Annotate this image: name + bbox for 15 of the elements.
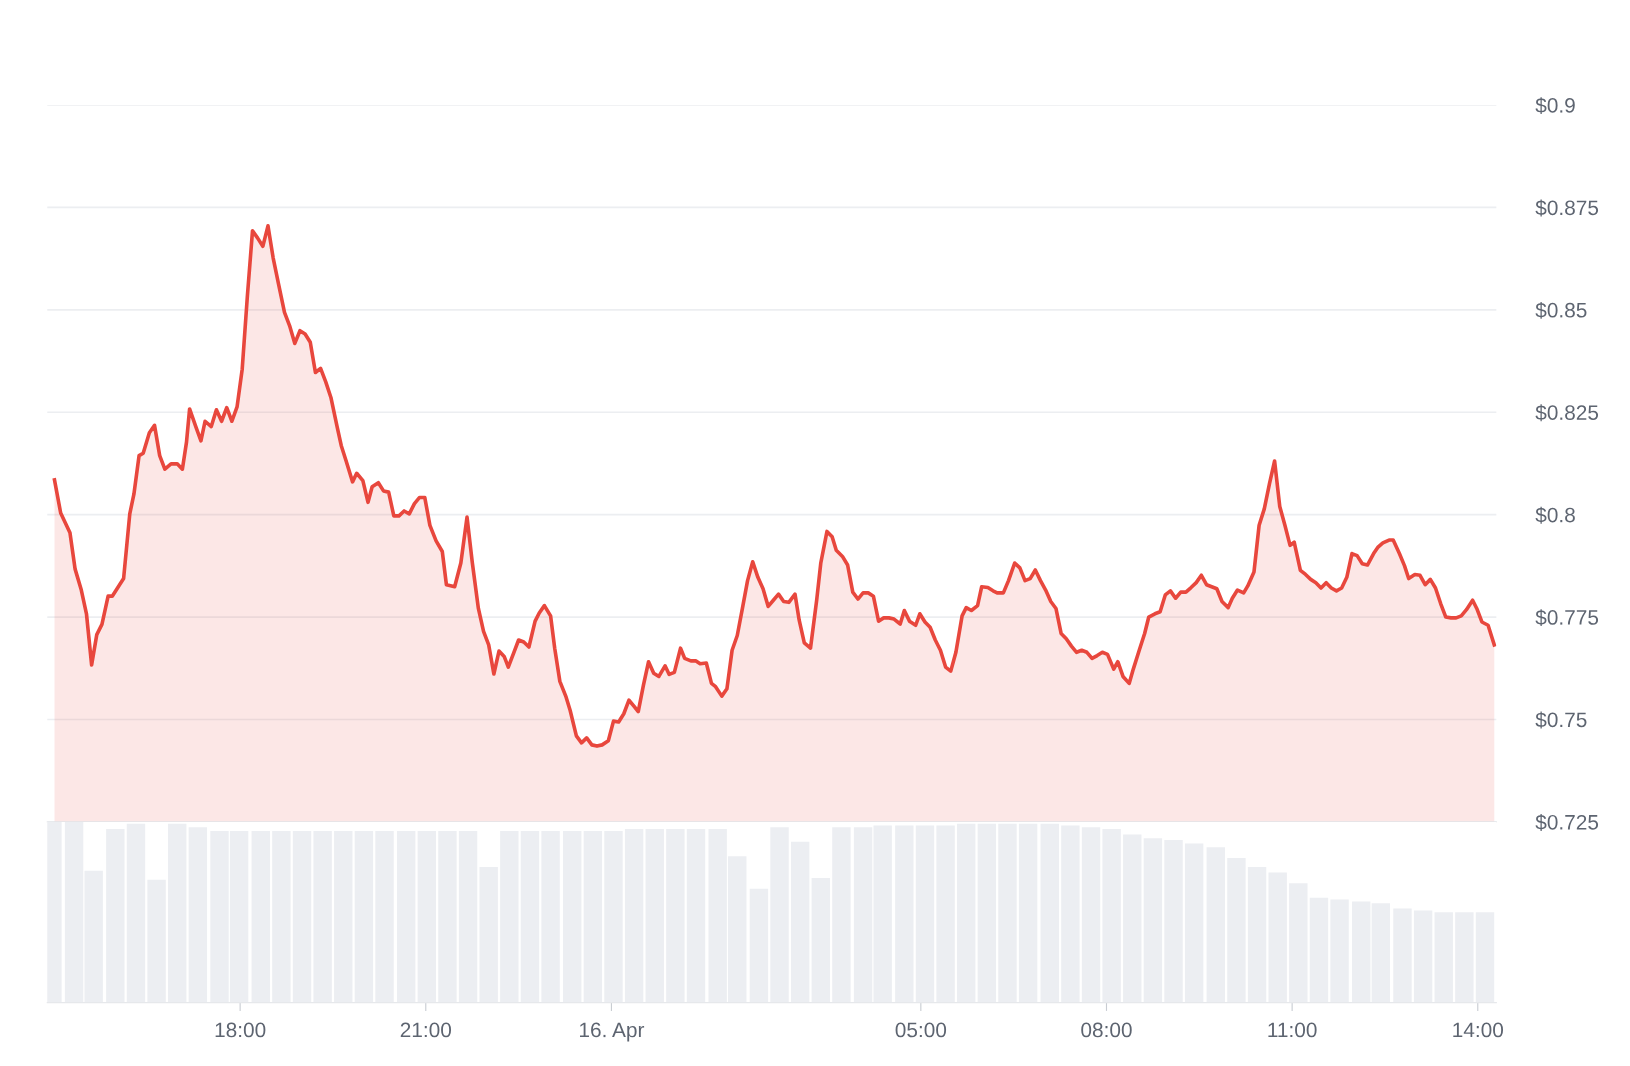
y-tick-label: $0.85 — [1535, 301, 1587, 319]
y-tick-label: $0.875 — [1535, 199, 1599, 217]
x-tick-label: 05:00 — [895, 1022, 947, 1038]
y-tick-label: $0.775 — [1535, 609, 1599, 627]
y-tick-label: $0.75 — [1535, 711, 1587, 729]
x-tick-label: 08:00 — [1081, 1022, 1132, 1038]
x-tick-label: 11:00 — [1268, 1022, 1317, 1038]
y-tick-label: $0.825 — [1535, 404, 1599, 422]
x-tick-label: 14:00 — [1453, 1022, 1504, 1038]
x-tick-label: 21:00 — [400, 1022, 452, 1038]
x-tick-label: 16. Apr — [580, 1022, 645, 1042]
y-tick-label: $0.8 — [1535, 506, 1575, 524]
y-tick-label: $0.9 — [1535, 97, 1575, 114]
y-tick-label: $0.725 — [1535, 814, 1599, 831]
x-tick-label: 18:00 — [215, 1022, 266, 1038]
